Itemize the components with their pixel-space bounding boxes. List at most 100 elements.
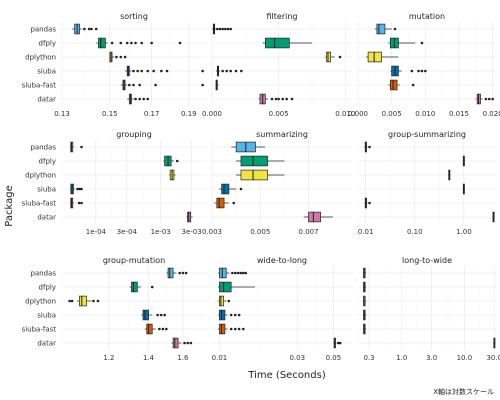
- box: [146, 323, 153, 335]
- boxplot-summarizing-pandas: [231, 141, 266, 153]
- boxplot-grouping-dfply: [163, 155, 179, 167]
- outlier-point: [80, 187, 83, 191]
- outlier-point: [231, 271, 234, 275]
- boxplot-summarizing-siuba-fast: [214, 197, 236, 209]
- box: [79, 295, 87, 307]
- outlier-point: [368, 201, 371, 205]
- y-tick-label-dplython: dplython: [25, 172, 56, 180]
- outlier-point: [338, 55, 342, 59]
- facet-panel: [62, 266, 206, 350]
- boxplot-group-mutation-siuba-fast: [144, 323, 168, 335]
- outlier-point: [77, 201, 81, 205]
- outlier-point: [165, 69, 169, 73]
- x-tick-label: 0.005: [250, 228, 270, 236]
- y-axis-title: Package: [4, 185, 15, 226]
- outlier-point: [138, 83, 141, 87]
- outlier-point: [78, 187, 81, 191]
- y-tick-label-pandas: pandas: [30, 26, 56, 34]
- boxplot-filtering-pandas: [212, 23, 232, 35]
- boxplot-grouping-siuba-fast: [70, 197, 83, 209]
- facet-group-mutation: group-mutation 1.2 1.4 1.6 pandas dfply dplyth…: [22, 256, 206, 362]
- outlier-point: [368, 145, 371, 149]
- y-tick-label-datar: datar: [37, 340, 56, 348]
- outlier-point: [224, 27, 227, 31]
- facet-title-group-mutation: group-mutation: [103, 256, 165, 265]
- outlier-point: [158, 327, 161, 331]
- facet-mutation: mutation 0.000 0.005 0.010 0.015 0.020: [348, 12, 500, 118]
- y-tick-label-datar: datar: [37, 214, 56, 222]
- y-tick-label-dplython: dplython: [25, 298, 56, 306]
- boxplot-group-summarizing-datar: [492, 211, 495, 223]
- outlier-point: [201, 69, 204, 73]
- outlier-point: [92, 299, 95, 303]
- boxplot-wide-to-long-datar: [333, 337, 342, 349]
- outlier-point: [233, 313, 237, 317]
- outlier-point: [115, 55, 118, 59]
- boxplot-grouping-dplython: [169, 169, 176, 181]
- outlier-point: [80, 145, 83, 149]
- boxplot-sorting-dfply: [96, 37, 182, 49]
- boxplot-filtering-datar: [258, 93, 294, 105]
- boxplot-mutation-dplython: [366, 51, 399, 63]
- boxplot-sorting-dplython: [109, 51, 127, 63]
- outlier-point: [244, 271, 248, 275]
- outlier-point: [336, 341, 340, 345]
- x-tick-label: 1.0: [396, 354, 407, 362]
- y-tick-label-siuba: siuba: [37, 68, 56, 76]
- box: [172, 337, 179, 349]
- y-tick-label-siuba-fast: siuba-fast: [22, 200, 57, 208]
- x-tick-label: 0.10: [407, 228, 423, 236]
- outlier-point: [484, 97, 488, 101]
- facet-grid: sorting 0.13 0.15 0.17 0.19 pandas dfply dplyth…: [22, 12, 500, 362]
- box: [219, 267, 227, 279]
- boxplot-sorting-pandas: [72, 23, 98, 35]
- outlier-point: [150, 41, 153, 45]
- outlier-point: [229, 327, 233, 331]
- x-tick-label: 3e-04: [117, 228, 138, 236]
- outlier-point: [270, 97, 274, 101]
- boxplot-group-mutation-dfply: [129, 281, 154, 293]
- outlier-point: [410, 69, 414, 73]
- outlier-point: [491, 97, 494, 101]
- outlier-point: [76, 187, 79, 191]
- x-tick-label: 0.15: [102, 110, 118, 118]
- outlier-point: [239, 187, 243, 191]
- x-tick-label: 1e-04: [86, 228, 107, 236]
- outlier-point: [96, 299, 100, 303]
- facet-title-group-summarizing: group-summarizing: [388, 130, 466, 139]
- boxplot-wide-to-long-pandas: [218, 267, 248, 279]
- y-tick-label-dfply: dfply: [39, 284, 56, 292]
- outlier-point: [227, 299, 231, 303]
- outlier-point: [393, 27, 397, 31]
- outlier-point: [165, 327, 168, 331]
- boxplot-mutation-datar: [475, 93, 494, 105]
- boxplot-sorting-siuba-fast: [120, 79, 204, 91]
- outlier-point: [134, 41, 137, 45]
- y-tick-label-pandas: pandas: [30, 270, 56, 278]
- outlier-point: [237, 327, 241, 331]
- outlier-point: [234, 69, 238, 73]
- boxplot-sorting-siuba: [125, 65, 204, 77]
- boxplot-long-to-wide-dfply: [362, 281, 367, 293]
- y-tick-label-dfply: dfply: [39, 40, 56, 48]
- outlier-point: [119, 41, 123, 45]
- boxplot-group-mutation-dplython: [68, 295, 100, 307]
- boxplot-filtering-dplython: [325, 51, 342, 63]
- outlier-point: [229, 27, 232, 31]
- boxplot-mutation-siuba: [390, 65, 427, 77]
- outlier-point: [218, 27, 222, 31]
- boxplot-filtering-siuba-fast: [215, 79, 219, 91]
- x-tick-label: 0.010: [415, 110, 435, 118]
- box: [240, 155, 268, 167]
- outlier-point: [233, 271, 237, 275]
- facet-sorting: sorting 0.13 0.15 0.17 0.19 pandas dfply dplyth…: [22, 12, 206, 118]
- y-tick-label-siuba-fast: siuba-fast: [22, 82, 57, 90]
- outlier-point: [146, 69, 150, 73]
- outlier-point: [225, 69, 228, 73]
- outlier-point: [233, 327, 237, 331]
- outlier-point: [216, 27, 219, 31]
- boxplot-sorting-datar: [127, 93, 150, 105]
- facet-title-sorting: sorting: [120, 12, 148, 21]
- x-tick-label: 0.015: [449, 110, 469, 118]
